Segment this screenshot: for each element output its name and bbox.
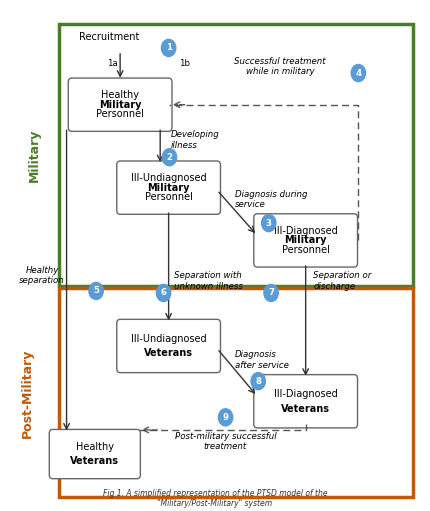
Circle shape [351, 64, 366, 82]
Text: Separation or
discharge: Separation or discharge [313, 271, 372, 291]
Circle shape [161, 39, 176, 56]
Circle shape [264, 285, 278, 301]
Text: Developing
illness: Developing illness [171, 130, 219, 150]
Text: Military: Military [99, 100, 141, 110]
Text: Personnel: Personnel [282, 245, 330, 255]
Text: Fig 1. A simplified representation of the PTSD model of the
"Military/Post-Milit: Fig 1. A simplified representation of th… [103, 489, 327, 508]
Circle shape [89, 283, 103, 299]
Text: Healthy
separation: Healthy separation [19, 266, 65, 285]
Text: Healthy: Healthy [76, 443, 114, 452]
Text: Military: Military [28, 128, 41, 181]
Text: 5: 5 [93, 287, 99, 295]
Text: Recruitment: Recruitment [80, 32, 140, 42]
Text: Ill-Undiagnosed: Ill-Undiagnosed [131, 173, 206, 183]
Text: Military: Military [284, 236, 327, 245]
Circle shape [218, 409, 233, 426]
Text: 1b: 1b [179, 59, 190, 68]
Text: Ill-Diagnosed: Ill-Diagnosed [274, 389, 338, 399]
Text: Post-Military: Post-Military [21, 349, 34, 438]
Text: Ill-Undiagnosed: Ill-Undiagnosed [131, 334, 206, 344]
FancyBboxPatch shape [49, 429, 140, 479]
Text: Diagnosis
after service: Diagnosis after service [235, 350, 289, 369]
Text: Veterans: Veterans [281, 404, 330, 413]
Text: Personnel: Personnel [144, 192, 193, 202]
Circle shape [157, 285, 171, 301]
Circle shape [162, 149, 177, 166]
Text: 8: 8 [255, 377, 261, 386]
Text: 3: 3 [266, 219, 272, 227]
Circle shape [261, 215, 276, 231]
Text: Successful treatment
while in military: Successful treatment while in military [234, 57, 326, 76]
Text: 6: 6 [160, 288, 166, 297]
Text: 2: 2 [166, 153, 172, 161]
FancyBboxPatch shape [117, 319, 221, 373]
Text: 4: 4 [355, 68, 362, 78]
Circle shape [251, 373, 265, 390]
Text: Diagnosis during
service: Diagnosis during service [235, 190, 307, 209]
FancyBboxPatch shape [254, 375, 357, 428]
FancyBboxPatch shape [254, 214, 357, 267]
Text: 9: 9 [223, 413, 228, 422]
Text: Post-military successful
treatment: Post-military successful treatment [175, 432, 276, 451]
FancyBboxPatch shape [117, 161, 221, 214]
Text: Separation with
unknown illness: Separation with unknown illness [174, 271, 243, 291]
Text: 1: 1 [166, 43, 172, 53]
Text: Veterans: Veterans [71, 456, 119, 466]
Text: 1a: 1a [107, 59, 118, 68]
Text: Military: Military [147, 182, 190, 193]
Text: 7: 7 [268, 288, 274, 297]
FancyBboxPatch shape [68, 78, 172, 131]
Text: Healthy: Healthy [101, 90, 139, 100]
Text: Ill-Diagnosed: Ill-Diagnosed [274, 226, 338, 236]
Text: Veterans: Veterans [144, 348, 193, 358]
Text: Personnel: Personnel [96, 109, 144, 119]
